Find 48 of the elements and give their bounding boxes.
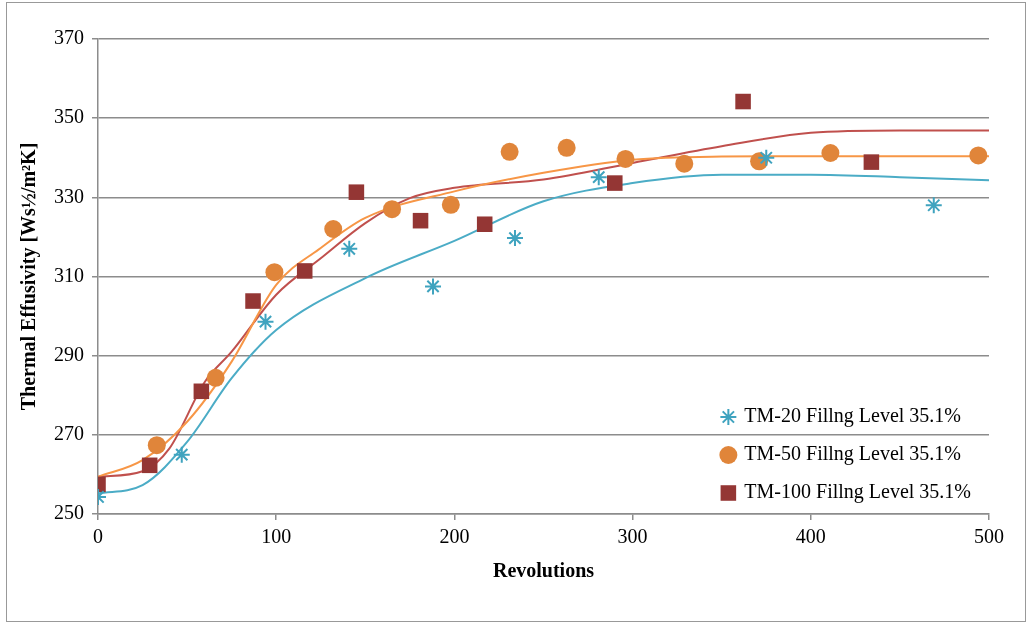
point [383,200,402,219]
point [324,220,343,238]
point [863,154,880,170]
point [441,195,460,214]
point [924,196,943,215]
y-tick-label: 350 [54,105,84,128]
point [424,277,443,296]
point [616,149,635,168]
x-tick-label: 200 [439,525,470,548]
point [147,436,166,455]
point [757,148,776,167]
point [172,445,191,464]
y-tick-label: 290 [54,342,84,365]
point [500,142,519,161]
point [969,146,988,165]
y-tick-label: 330 [54,184,84,207]
legend-label: TM-100 Fillng Level 35.1% [744,480,971,504]
point [607,175,623,191]
x-tick-label: 300 [617,525,648,548]
point [296,263,313,279]
x-tick-label: 100 [261,525,292,548]
y-tick-label: 270 [54,422,84,445]
point [256,312,275,331]
point [412,212,429,229]
y-tick-label: 310 [54,263,84,286]
y-tick-label: 250 [54,501,84,524]
x-tick-label: 0 [93,525,103,548]
point [557,138,576,157]
point [348,184,365,200]
x-tick-label: 400 [795,525,826,548]
point [141,457,158,474]
x-tick-label: 500 [974,525,1004,548]
point [193,383,210,400]
point [245,293,261,309]
legend-label: TM-20 Fillng Level 35.1% [744,404,961,428]
point [206,368,225,387]
point [589,168,608,187]
point [265,263,284,282]
point [821,144,840,162]
point [340,239,359,258]
y-tick-label: 370 [54,26,84,49]
y-axis-title: Thermal Effusivity [Ws½/m²K] [17,142,41,411]
legend-label: TM-50 Fillng Level 35.1% [744,442,961,466]
point [505,229,524,248]
x-axis-title: Revolutions [492,559,595,582]
point [476,216,493,233]
point [675,154,694,173]
point [735,93,751,110]
